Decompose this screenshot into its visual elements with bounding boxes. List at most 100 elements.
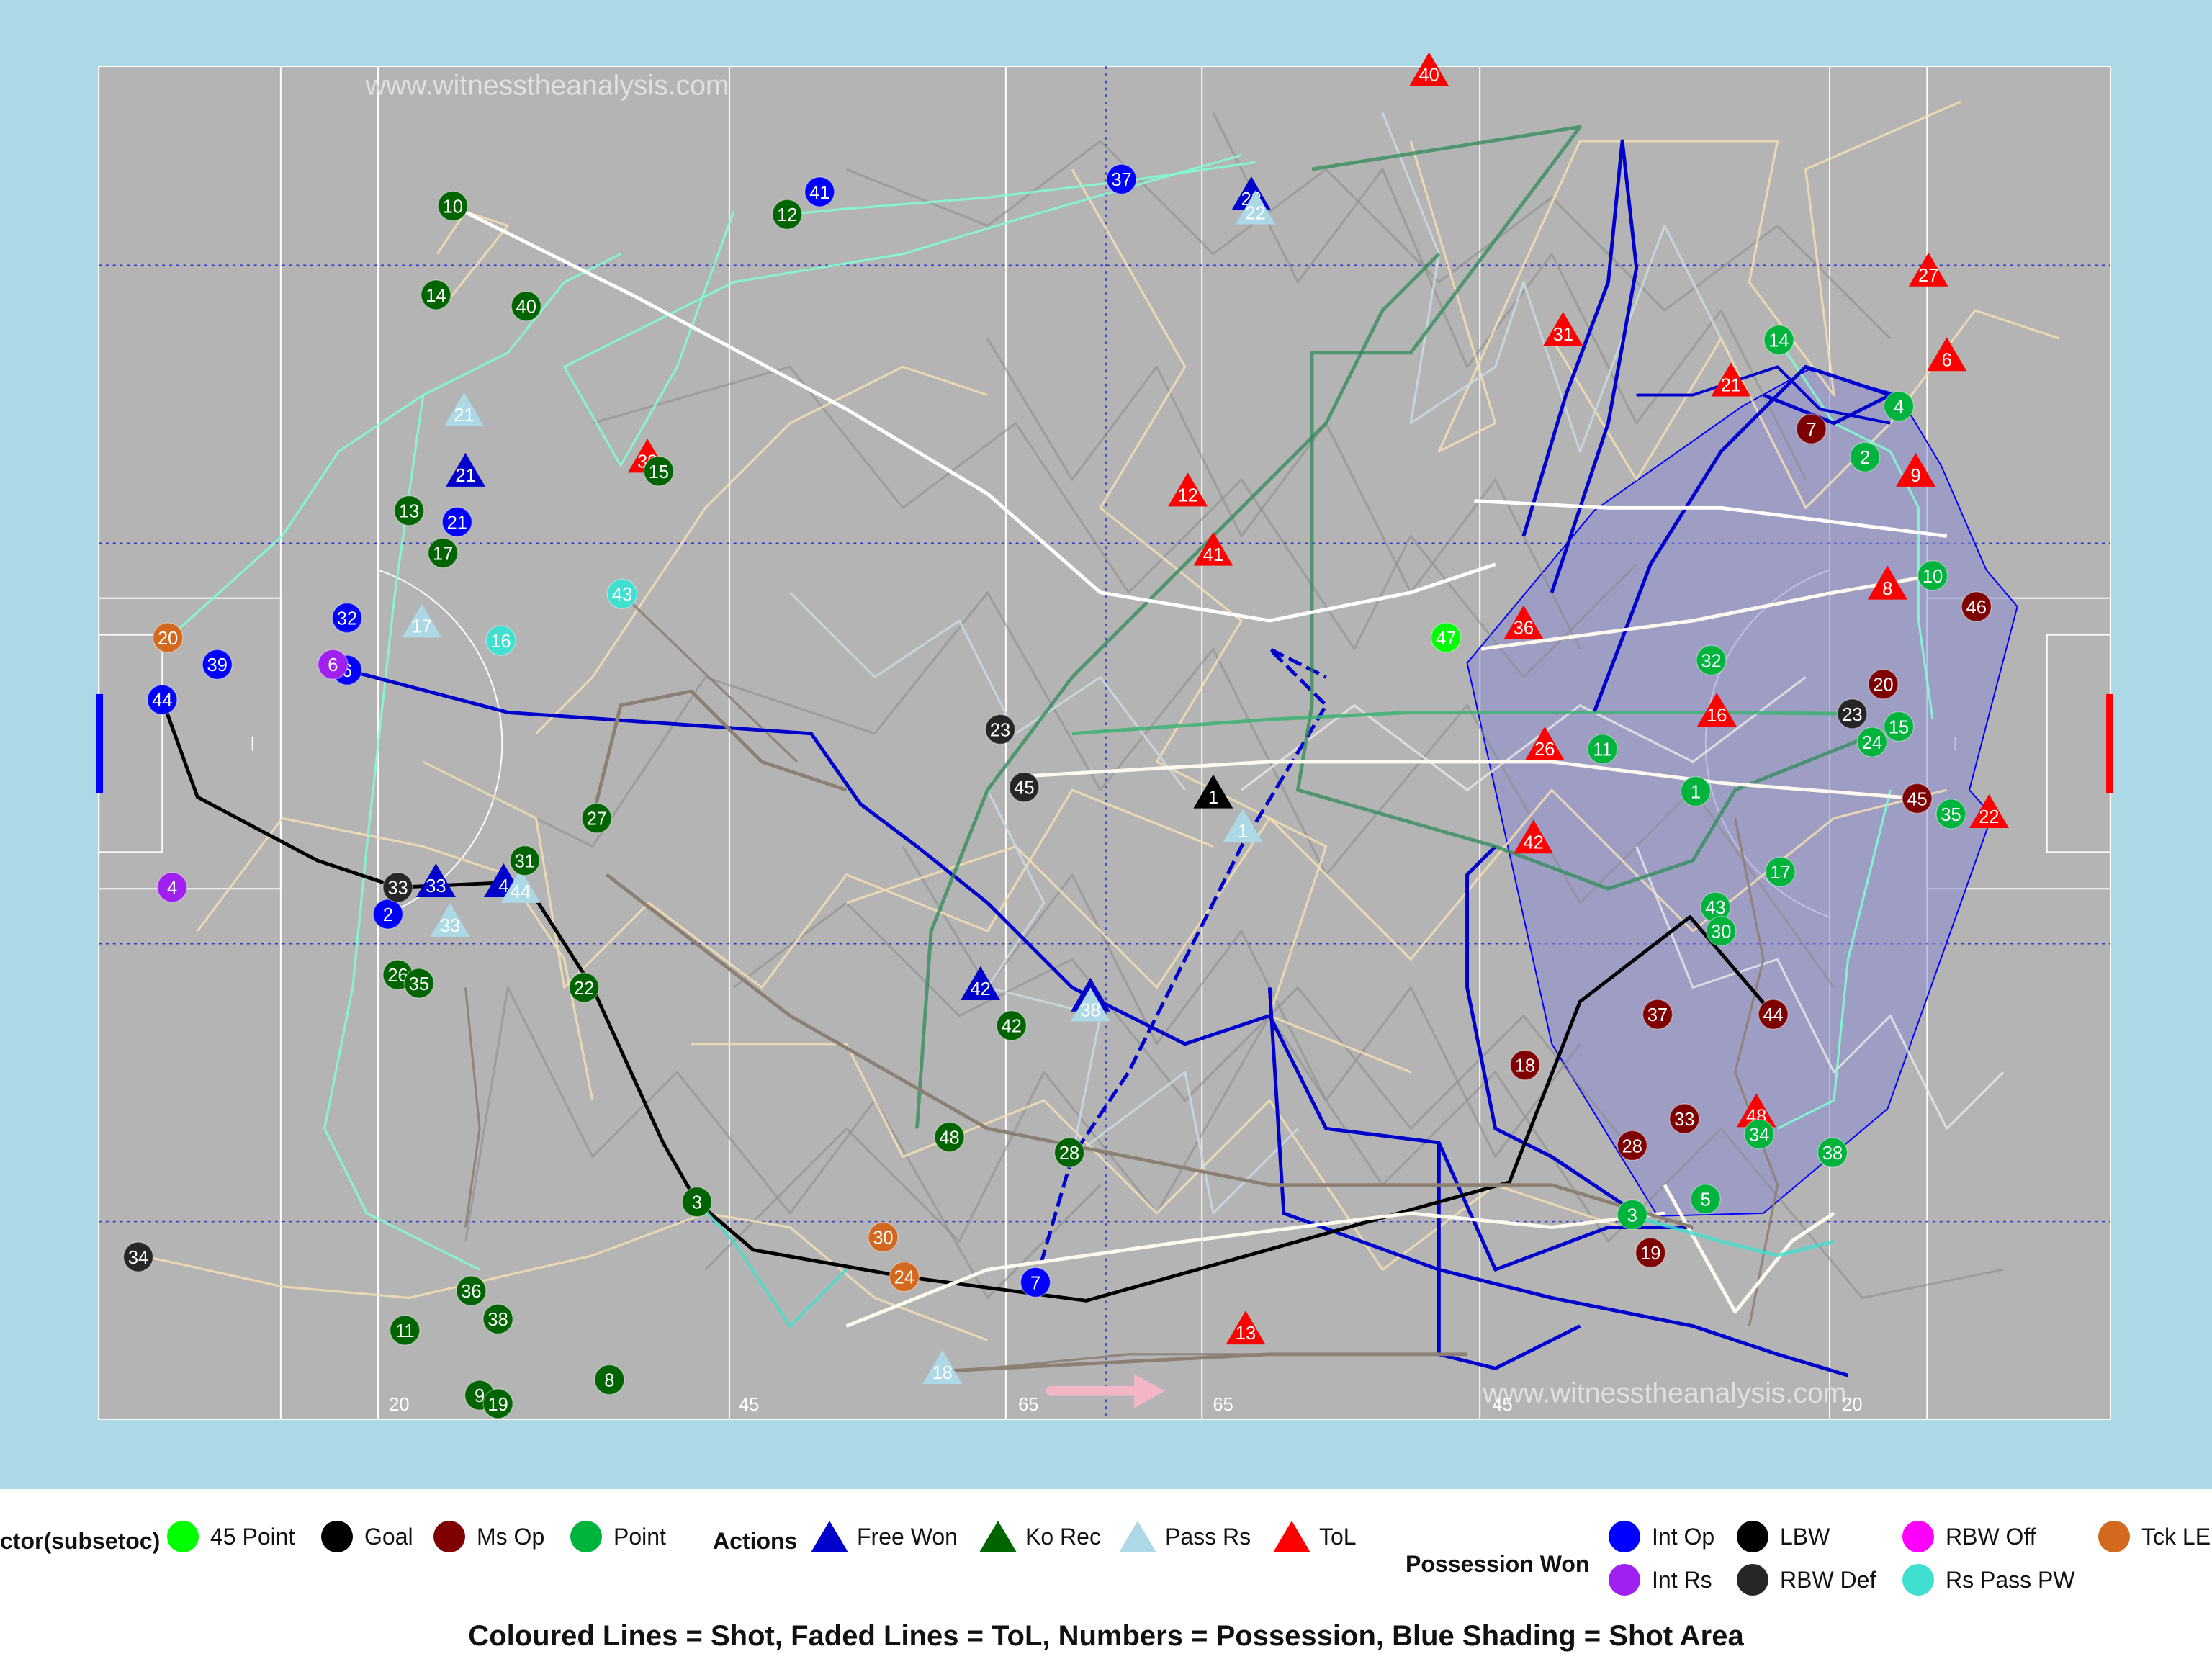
ms-op-marker: 37 <box>1642 999 1673 1030</box>
ko-rec-dot-marker: 3 <box>681 1186 713 1218</box>
marker-label: 43 <box>612 585 632 605</box>
point-marker: 3 <box>1617 1199 1648 1231</box>
marker-label: 2 <box>383 905 393 925</box>
pass-rs-marker: 38 <box>1071 987 1110 1022</box>
point-marker: 15 <box>1883 711 1915 742</box>
possession-markers: 4027631219812413936261642224813222133442… <box>122 52 2009 1419</box>
int-op-marker: 21 <box>441 506 473 538</box>
goal-right <box>2106 693 2113 793</box>
x-tick-label: 20 <box>389 1395 409 1415</box>
free-won-marker: 33 <box>415 863 456 898</box>
tol-marker: 41 <box>1193 531 1233 566</box>
marker-label: 38 <box>1080 1001 1100 1021</box>
marker-label: 41 <box>1203 545 1223 565</box>
faded-lines-tol <box>140 100 2060 1370</box>
pass-rs-marker: 18 <box>922 1349 963 1384</box>
int-rs-marker: 6 <box>318 649 349 680</box>
marker-label: 12 <box>777 205 797 225</box>
marker-label: 30 <box>873 1228 893 1249</box>
marker-label: 33 <box>1674 1110 1694 1130</box>
marker-label: 34 <box>128 1248 148 1268</box>
legend-item-rs-pass-pw: Rs Pass PW <box>1901 1563 2075 1597</box>
legend-item-int-rs: Int Rs <box>1607 1563 1712 1597</box>
marker-label: 42 <box>1002 1017 1022 1037</box>
marker-label: 19 <box>1640 1244 1660 1264</box>
ms-op-marker: 46 <box>1961 591 1992 622</box>
legend-title-possession: Possession Won <box>1406 1551 1590 1577</box>
marker-label: 6 <box>1942 350 1952 370</box>
tck-le-marker: 20 <box>152 622 184 653</box>
ko-rec-dot-marker: 31 <box>509 845 541 876</box>
lightblue-triangle-icon <box>1119 1519 1156 1554</box>
marker-label: 27 <box>1918 266 1938 286</box>
marker-label: 28 <box>1622 1136 1642 1156</box>
pass-rs-marker: 33 <box>430 902 470 937</box>
marker-label: 35 <box>1941 805 1961 825</box>
rbw-def-marker: 34 <box>122 1241 154 1272</box>
legend-item-int-op: Int Op <box>1607 1519 1714 1554</box>
goal-left <box>96 693 104 793</box>
ko-rec-dot-marker: 40 <box>511 290 542 322</box>
tol-marker: 40 <box>1409 52 1449 86</box>
int-op-marker: 41 <box>804 176 835 207</box>
watermark-top: www.witnesstheanalysis.com <box>365 70 729 101</box>
legend-item-point: Point <box>569 1519 666 1554</box>
marker-label: 31 <box>515 852 535 872</box>
x-tick-label: 65 <box>1018 1395 1038 1415</box>
pass-rs-marker: 21 <box>444 392 484 426</box>
marker-label: 4 <box>498 876 508 896</box>
ms-op-marker: 20 <box>1868 668 1899 700</box>
marker-label: 10 <box>443 197 463 217</box>
direction-arrow-icon <box>1046 1374 1166 1408</box>
watermark-bottom: www.witnesstheanalysis.com <box>1482 1377 1846 1408</box>
tol-marker: 27 <box>1908 252 1948 287</box>
tck-le-marker: 30 <box>868 1221 899 1253</box>
rbw-def-marker: 33 <box>382 871 413 903</box>
pass-rs-marker: 17 <box>402 603 442 638</box>
marker-label: 24 <box>1862 733 1882 753</box>
marker-label: 7 <box>1807 420 1817 440</box>
turquoise-dot-icon <box>1901 1563 1936 1597</box>
blue-dot-icon <box>1607 1519 1642 1554</box>
ko-rec-marker: 1 <box>1193 774 1233 809</box>
marker-label: 1 <box>1691 783 1701 803</box>
rs-pass-pw-marker: 16 <box>485 625 516 656</box>
marker-label: 23 <box>990 720 1010 740</box>
marker-label: 36 <box>1514 619 1534 639</box>
marker-label: 42 <box>1523 832 1543 853</box>
ms-op-marker: 28 <box>1617 1130 1648 1161</box>
coloured-lines-shot <box>161 125 1947 1377</box>
ko-rec-dot-marker: 17 <box>427 537 459 569</box>
point-marker: 4 <box>1883 390 1915 422</box>
marker-label: 16 <box>1707 706 1727 726</box>
blue-triangle-icon <box>811 1519 848 1554</box>
marker-label: 46 <box>1966 598 1987 618</box>
point-marker: 11 <box>1587 733 1618 765</box>
marker-label: 9 <box>475 1386 485 1406</box>
marker-label: 17 <box>1770 863 1790 883</box>
marker-label: 3 <box>1627 1205 1637 1226</box>
marker-label: 34 <box>1749 1125 1769 1146</box>
marker-label: 11 <box>395 1321 414 1341</box>
marker-label: 33 <box>426 876 446 896</box>
green-dot-icon <box>166 1519 200 1554</box>
int-rs-marker: 4 <box>156 871 188 903</box>
marker-label: 45 <box>1907 789 1927 809</box>
darkgray-dot-icon <box>1735 1563 1770 1597</box>
ko-rec-dot-marker: 22 <box>568 972 600 1003</box>
tol-marker: 22 <box>1969 794 2009 829</box>
point-marker: 1 <box>1680 775 1712 807</box>
legend-panel: ctor(subsetoc) 45 Point Goal Ms Op Point… <box>0 1489 2212 1659</box>
pass-rs-marker: 1 <box>1223 808 1263 842</box>
marker-label: 37 <box>1647 1005 1668 1025</box>
ms-op-marker: 7 <box>1796 413 1827 444</box>
legend-title-actions: Actions <box>713 1528 798 1554</box>
maroon-dot-icon <box>432 1519 467 1554</box>
tck-le-marker: 24 <box>889 1261 920 1292</box>
free-won-marker: 42 <box>961 966 1001 1001</box>
point-marker: 24 <box>1856 727 1888 757</box>
legend-item-45-point: 45 Point <box>166 1519 295 1554</box>
tol-marker: 31 <box>1543 311 1583 346</box>
ko-rec-dot-marker: 13 <box>393 495 425 526</box>
